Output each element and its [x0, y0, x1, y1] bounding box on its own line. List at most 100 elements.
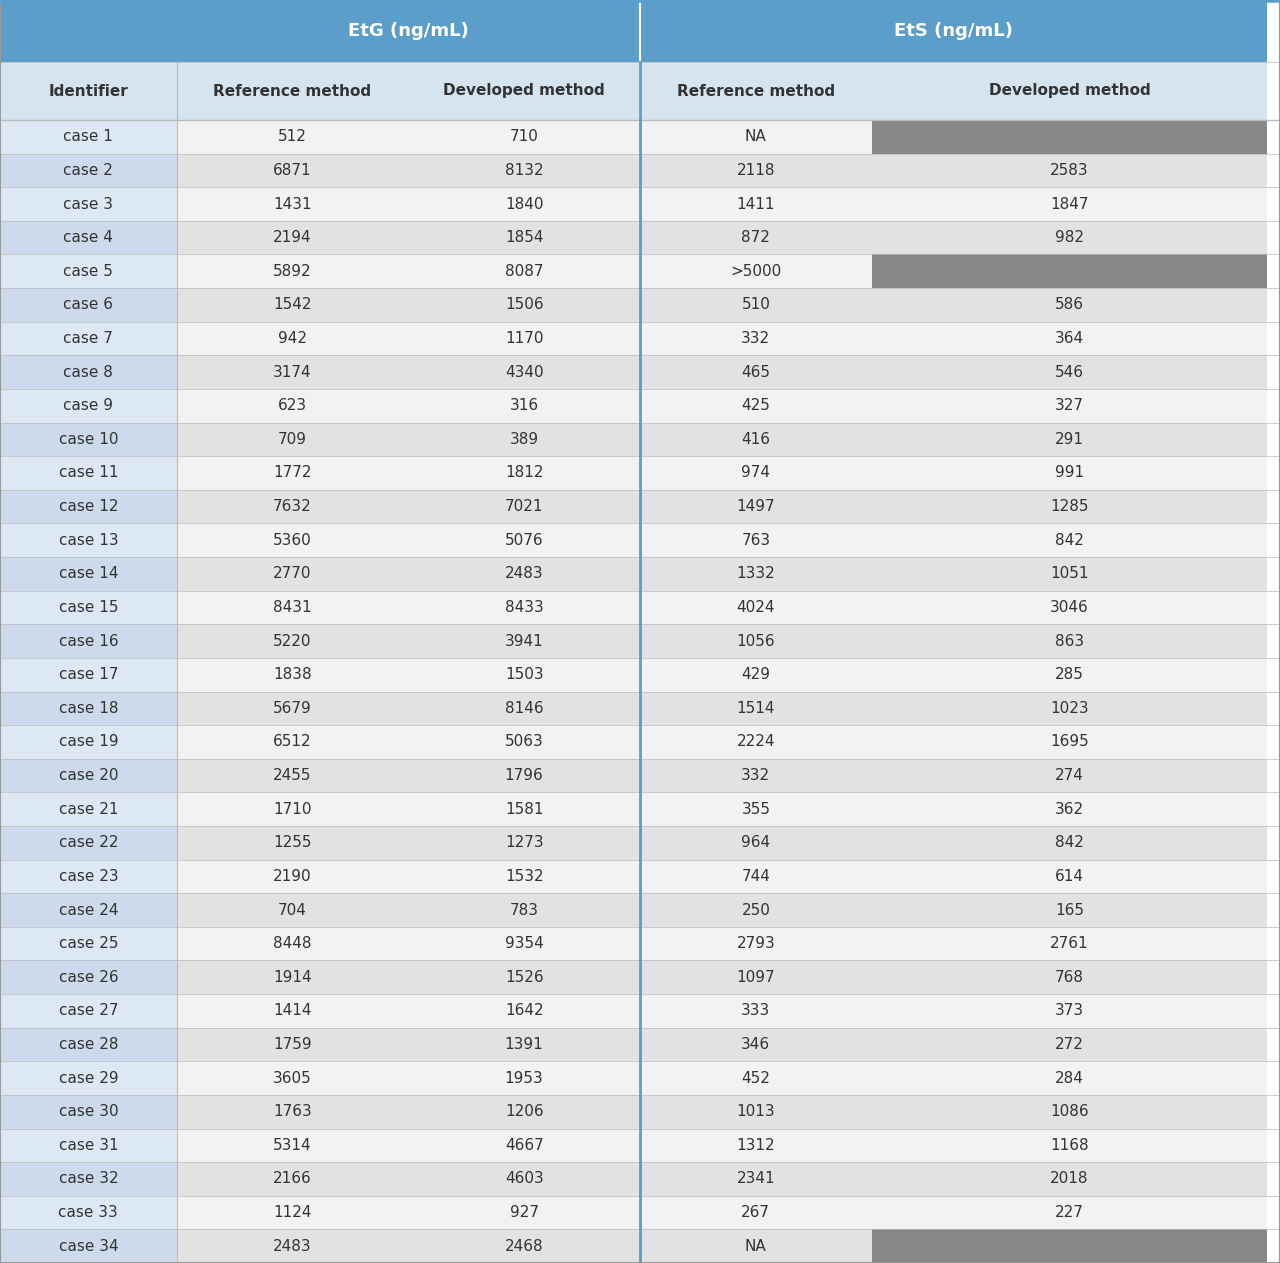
Text: 2341: 2341 [736, 1172, 776, 1186]
Text: case 20: case 20 [59, 768, 118, 783]
Bar [0, 692, 177, 725]
Text: case 26: case 26 [59, 970, 118, 985]
Text: 1772: 1772 [273, 466, 312, 480]
Bar [177, 927, 408, 960]
Bar [408, 692, 640, 725]
Bar [177, 860, 408, 893]
Bar [408, 221, 640, 254]
Text: case 6: case 6 [63, 297, 114, 312]
Bar [177, 456, 408, 490]
Bar [177, 624, 408, 658]
Text: 4340: 4340 [504, 365, 544, 380]
Text: 1497: 1497 [736, 499, 776, 514]
Text: 5076: 5076 [504, 533, 544, 548]
Bar [640, 389, 872, 423]
Text: 546: 546 [1055, 365, 1084, 380]
Bar [408, 154, 640, 187]
Text: 510: 510 [741, 297, 771, 312]
Bar [640, 624, 872, 658]
Bar [0, 254, 177, 288]
Bar [640, 1028, 872, 1061]
Text: 1086: 1086 [1050, 1104, 1089, 1119]
Text: 4667: 4667 [504, 1138, 544, 1153]
Bar [408, 826, 640, 860]
Bar [872, 927, 1267, 960]
Bar [0, 860, 177, 893]
Text: Reference method: Reference method [214, 83, 371, 99]
Text: 8433: 8433 [504, 600, 544, 615]
Bar [640, 1229, 872, 1263]
Bar [408, 1129, 640, 1162]
Text: case 18: case 18 [59, 701, 118, 716]
Text: case 5: case 5 [64, 264, 113, 279]
Bar [408, 994, 640, 1028]
Bar [408, 1061, 640, 1095]
Text: 863: 863 [1055, 634, 1084, 649]
Bar [640, 154, 872, 187]
Bar [0, 1129, 177, 1162]
Bar [177, 288, 408, 322]
Bar [0, 0, 177, 62]
Bar [640, 826, 872, 860]
Bar [177, 792, 408, 826]
Text: 1411: 1411 [736, 197, 776, 211]
Text: NA: NA [745, 1239, 767, 1254]
Bar [177, 893, 408, 927]
Text: 5892: 5892 [273, 264, 312, 279]
Bar [408, 860, 640, 893]
Bar [872, 221, 1267, 254]
Bar [177, 490, 408, 523]
Bar [0, 557, 177, 591]
Text: 974: 974 [741, 466, 771, 480]
Text: 5679: 5679 [273, 701, 312, 716]
Text: EtS (ng/mL): EtS (ng/mL) [895, 21, 1012, 40]
Bar [177, 120, 408, 154]
Bar [0, 423, 177, 456]
Text: 744: 744 [741, 869, 771, 884]
Bar [640, 692, 872, 725]
Text: 872: 872 [741, 230, 771, 245]
Bar [177, 154, 408, 187]
Bar [177, 1129, 408, 1162]
Text: 1759: 1759 [273, 1037, 312, 1052]
Text: 614: 614 [1055, 869, 1084, 884]
Text: 1642: 1642 [504, 1003, 544, 1018]
Text: 416: 416 [741, 432, 771, 447]
Text: 783: 783 [509, 903, 539, 917]
Bar [408, 624, 640, 658]
Bar [0, 725, 177, 759]
Text: 425: 425 [741, 398, 771, 413]
Bar [177, 557, 408, 591]
Text: 8087: 8087 [504, 264, 544, 279]
Text: case 9: case 9 [63, 398, 114, 413]
Text: 1056: 1056 [736, 634, 776, 649]
Bar [640, 523, 872, 557]
Bar [177, 725, 408, 759]
Bar [872, 624, 1267, 658]
Bar [0, 221, 177, 254]
Text: case 33: case 33 [59, 1205, 118, 1220]
Text: 8431: 8431 [273, 600, 312, 615]
Text: case 12: case 12 [59, 499, 118, 514]
Bar [872, 1061, 1267, 1095]
Text: 1273: 1273 [504, 835, 544, 850]
Text: 1695: 1695 [1050, 734, 1089, 749]
Text: 2118: 2118 [736, 163, 776, 178]
Text: 1953: 1953 [504, 1071, 544, 1086]
Text: 982: 982 [1055, 230, 1084, 245]
Text: 6512: 6512 [273, 734, 312, 749]
Text: 1503: 1503 [504, 667, 544, 682]
Text: 2455: 2455 [273, 768, 312, 783]
Bar [177, 221, 408, 254]
Bar [177, 423, 408, 456]
Bar [177, 1162, 408, 1196]
Text: 3941: 3941 [504, 634, 544, 649]
Bar [872, 1129, 1267, 1162]
Text: case 28: case 28 [59, 1037, 118, 1052]
Bar [408, 960, 640, 994]
Bar [872, 120, 1267, 154]
Bar [0, 826, 177, 860]
Text: case 16: case 16 [59, 634, 118, 649]
Bar [640, 254, 872, 288]
Bar [640, 423, 872, 456]
